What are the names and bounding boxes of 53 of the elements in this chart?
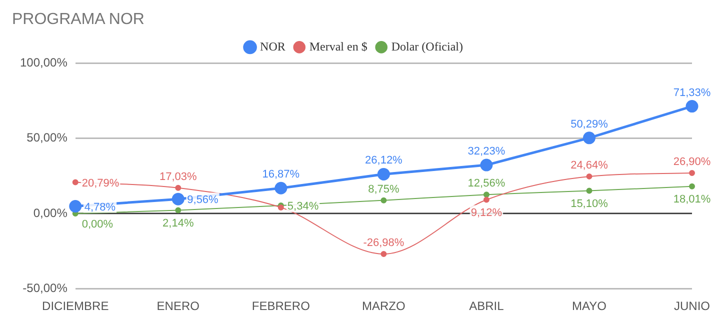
data-label: 50,29% <box>570 118 608 130</box>
point <box>483 196 490 203</box>
data-label: 8,75% <box>368 183 400 196</box>
data-label: 0,00% <box>82 218 114 230</box>
legend-label: NOR <box>260 39 286 54</box>
point <box>689 183 695 190</box>
data-label: 16,87% <box>262 168 300 181</box>
data-label: 5,34% <box>287 200 319 212</box>
point <box>69 200 82 213</box>
y-tick-label: 50,00% <box>26 130 68 145</box>
data-label: 71,33% <box>673 86 711 99</box>
point <box>172 192 184 206</box>
data-label: 18,01% <box>673 193 711 206</box>
point <box>72 179 78 186</box>
data-label: 20,79% <box>82 177 120 190</box>
legend-label: Merval en $ <box>309 39 368 54</box>
point <box>480 158 493 172</box>
point <box>274 182 288 194</box>
data-label: 17,03% <box>159 170 198 183</box>
x-tick-label: MAYO <box>572 299 606 314</box>
data-label: 26,12% <box>365 154 403 167</box>
point <box>689 170 695 176</box>
x-tick-label: FEBRERO <box>252 299 310 314</box>
data-label: 4,78% <box>84 201 116 214</box>
point <box>586 188 592 194</box>
data-label: 9,12% <box>470 206 502 219</box>
point <box>377 168 390 180</box>
point <box>586 173 592 180</box>
data-label: -26,98% <box>363 237 404 250</box>
point <box>175 184 182 191</box>
chart-title: PROGRAMA NOR <box>12 11 144 28</box>
point <box>483 192 490 198</box>
x-tick-label: DICIEMBRE <box>42 299 109 314</box>
y-tick-label: -50,00% <box>22 280 68 295</box>
x-tick-label: MARZO <box>362 299 406 314</box>
point <box>686 100 698 113</box>
legend-label: Dolar (Oficial) <box>391 39 463 54</box>
y-tick-label: 0,00% <box>33 206 68 220</box>
data-label: 24,64% <box>570 159 608 172</box>
data-label: 26,90% <box>673 156 711 168</box>
point <box>582 132 596 144</box>
data-label: 12,56% <box>468 178 506 190</box>
x-tick-label: ENERO <box>156 299 200 314</box>
point <box>380 197 387 204</box>
data-label: 2,14% <box>162 217 194 230</box>
y-tick-label: 100,00% <box>20 56 68 70</box>
data-label: 9,56% <box>187 194 219 206</box>
data-label: 15,10% <box>570 198 608 210</box>
x-tick-label: JUNIO <box>674 299 710 314</box>
point <box>175 207 182 214</box>
point <box>380 251 387 258</box>
data-label: 32,23% <box>468 146 506 158</box>
x-tick-label: ABRIL <box>469 299 504 314</box>
